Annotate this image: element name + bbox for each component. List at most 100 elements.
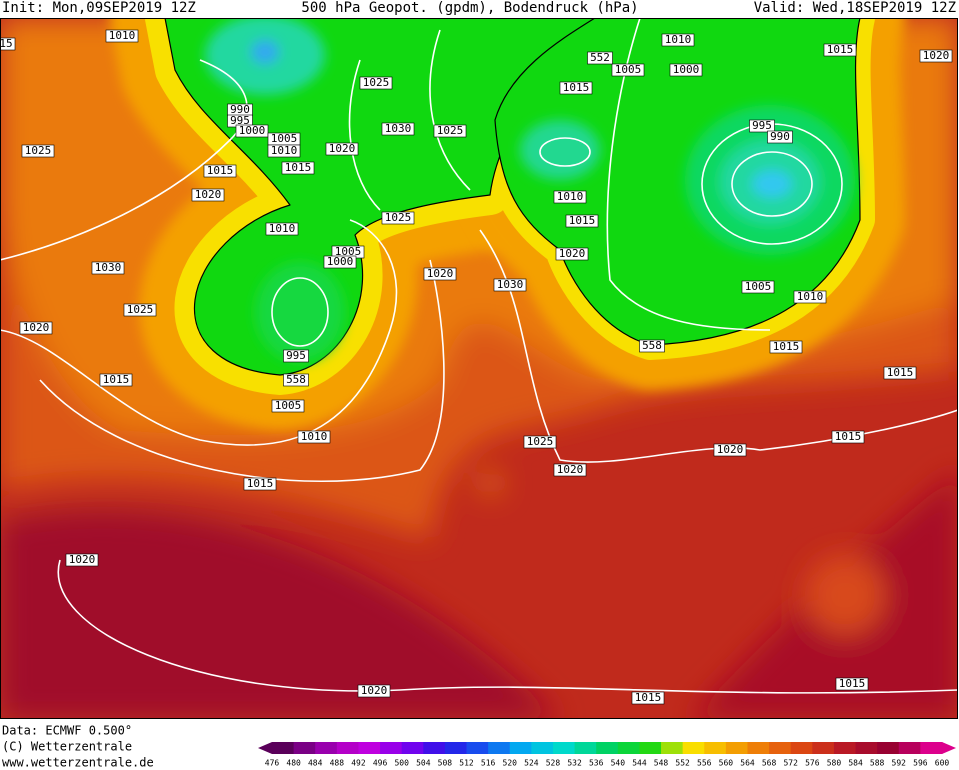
isobar-label-box <box>433 124 467 138</box>
isobar-label: 1020 <box>427 267 454 280</box>
isobar-label: 15 <box>0 37 13 50</box>
isobar-label: 552 <box>590 51 610 64</box>
colorbar-label: 584 <box>848 759 863 768</box>
colorbar-label: 512 <box>459 759 474 768</box>
isobar-label-box <box>105 29 139 43</box>
isobar-label: 1000 <box>239 124 266 137</box>
isobar-label-box <box>99 373 133 387</box>
colorbar-swatch <box>877 742 900 754</box>
isobar-label-box <box>357 684 391 698</box>
isobar-label-box <box>235 124 269 138</box>
colorbar-swatch <box>574 742 597 754</box>
isobar-label-box <box>323 255 357 269</box>
colorbar-swatch <box>315 742 338 754</box>
colorbar-swatch <box>812 742 835 754</box>
isobar-label: 1025 <box>363 76 390 89</box>
colorbar-label: 480 <box>286 759 301 768</box>
colorbar-label: 588 <box>870 759 885 768</box>
isobar-label: 990 <box>770 130 790 143</box>
colorbar-label: 556 <box>697 759 712 768</box>
isobar-label: 1025 <box>437 124 464 137</box>
colorbar-swatch <box>358 742 381 754</box>
colorbar-swatch <box>617 742 640 754</box>
isobar-label-box <box>281 161 315 175</box>
isobar-label: 1020 <box>329 142 356 155</box>
copyright: (C) Wetterzentrale <box>2 740 132 754</box>
isobar-label: 1010 <box>269 222 296 235</box>
colorbar-label: 540 <box>611 759 626 768</box>
colorbar-swatch <box>293 742 316 754</box>
isobar-label: 1015 <box>285 161 312 174</box>
colorbar-swatch <box>272 742 295 754</box>
colorbar-swatch <box>769 742 792 754</box>
colorbar-label: 592 <box>892 759 907 768</box>
isobar-label-box <box>243 477 277 491</box>
colorbar-swatch <box>552 742 576 754</box>
colorbar-label: 572 <box>783 759 798 768</box>
colorbar-label: 536 <box>589 759 604 768</box>
colorbar-label: 496 <box>373 759 388 768</box>
valid-time: Valid: Wed,18SEP2019 12Z <box>754 0 956 16</box>
isobar-label-box <box>611 63 645 77</box>
colorbar-swatch <box>488 742 511 754</box>
isobar-label-box <box>493 278 527 292</box>
isobar-label: 1010 <box>109 29 136 42</box>
website: www.wetterzentrale.de <box>2 756 154 770</box>
colorbar-label: 564 <box>740 759 755 768</box>
colorbar-arrow-right <box>942 742 956 754</box>
colorbar-label: 524 <box>524 759 539 768</box>
isobar-label: 1010 <box>271 144 298 157</box>
colorbar-label: 552 <box>675 759 690 768</box>
isobar-label: 1015 <box>835 430 862 443</box>
isobar-label-box <box>65 553 99 567</box>
isobar-label: 1030 <box>497 278 524 291</box>
colorbar-label: 560 <box>719 759 734 768</box>
isobar-label: 1020 <box>557 463 584 476</box>
isobar-label-box <box>919 49 953 63</box>
isobar-label: 1020 <box>923 49 950 62</box>
colorbar-swatch <box>466 742 489 754</box>
isobar-label: 1015 <box>563 81 590 94</box>
isobar-label-box <box>713 443 747 457</box>
isobar-label: 1020 <box>717 443 744 456</box>
colorbar-swatch <box>531 742 554 754</box>
isobar-label-box <box>19 321 53 335</box>
isobar-label: 1020 <box>559 247 586 260</box>
isobar-label-box <box>267 144 301 158</box>
isobar-label-box <box>297 430 331 444</box>
isobar-label-box <box>555 247 589 261</box>
isobar-label: 1010 <box>665 33 692 46</box>
map-title: 500 hPa Geopot. (gpdm), Bodendruck (hPa) <box>301 0 638 16</box>
isobar-label: 995 <box>752 119 772 132</box>
colorbar: 476 480 484 488 492 496 500 504 508 512 516 520 524 5… <box>258 742 956 768</box>
isobar-label: 1015 <box>103 373 130 386</box>
isobar-label: 1000 <box>327 255 354 268</box>
isobar-label-box <box>741 280 775 294</box>
colorbar-swatch <box>747 742 770 754</box>
isobar-label-box <box>91 261 125 275</box>
isobar-label-box <box>523 435 557 449</box>
isobar-label: 558 <box>642 339 662 352</box>
isobar-label-box <box>271 399 305 413</box>
isobar-label: 1020 <box>69 553 96 566</box>
isobar-label-box <box>661 33 695 47</box>
isobar-label: 1015 <box>773 340 800 353</box>
colorbar-label: 568 <box>762 759 777 768</box>
isobar-label-box <box>769 340 803 354</box>
isobar-label-box <box>123 303 157 317</box>
isobar-label: 1025 <box>385 211 412 224</box>
colorbar-label: 500 <box>394 759 409 768</box>
colorbar-label: 504 <box>416 759 431 768</box>
isobar-label: 1025 <box>25 144 52 157</box>
isobar-label: 1015 <box>247 477 274 490</box>
map-frame <box>0 18 958 719</box>
isobar-label-box <box>381 122 415 136</box>
isobar-label: 1010 <box>797 290 824 303</box>
colorbar-label: 544 <box>632 759 647 768</box>
isobar-label: 1000 <box>673 63 700 76</box>
isobar-label-box <box>423 267 457 281</box>
colorbar-swatch <box>855 742 878 754</box>
isobar-label-box <box>0 37 16 51</box>
